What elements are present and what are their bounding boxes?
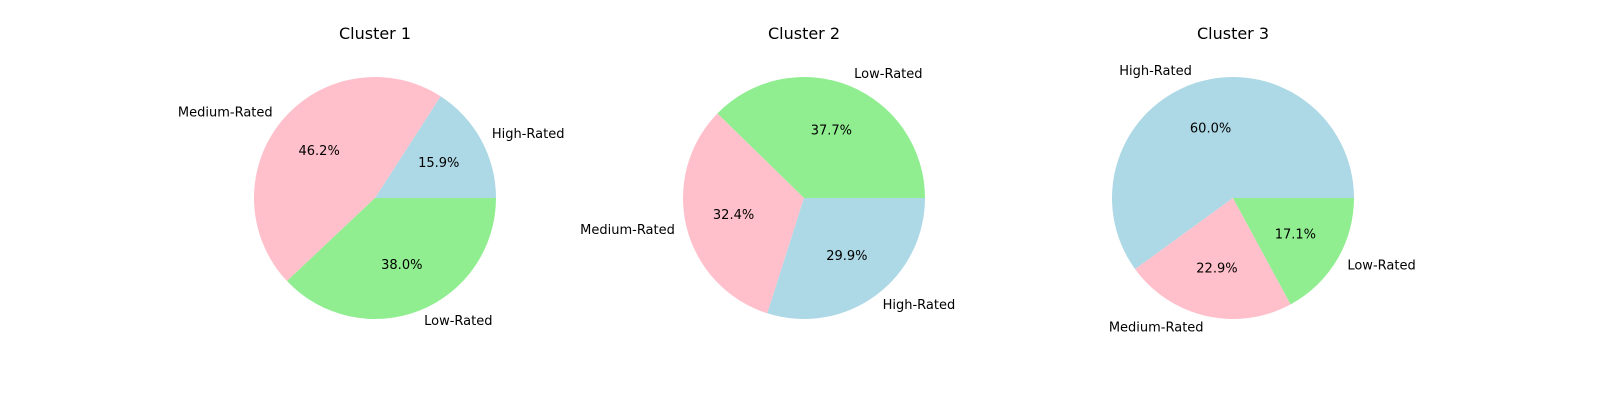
slice-category-label: Low-Rated <box>854 67 922 82</box>
slice-percent-label: 38.0% <box>381 258 422 273</box>
slice-category-label: Medium-Rated <box>1109 320 1204 335</box>
slice-category-label: High-Rated <box>883 298 956 313</box>
pie-slice-high-rated <box>1112 76 1354 270</box>
pie-slice-low-rated <box>1233 198 1354 305</box>
pie-slice-low-rated <box>717 76 925 198</box>
pie-slice-low-rated <box>286 198 496 320</box>
labels-group: 37.7% Low-Rated 32.4% Medium-Rated 29.9% High… <box>580 67 955 313</box>
labels-group: 60.0% High-Rated 22.9% Medium-Rated 17.1% Low… <box>1109 64 1416 335</box>
slice-category-label: High-Rated <box>1119 64 1192 79</box>
slice-percent-label: 29.9% <box>826 249 867 264</box>
slices-group <box>1112 76 1354 319</box>
slice-percent-label: 60.0% <box>1190 121 1231 136</box>
slice-percent-label: 17.1% <box>1275 228 1316 243</box>
slice-percent-label: 22.9% <box>1196 261 1237 276</box>
slice-percent-label: 46.2% <box>299 144 340 159</box>
pie-chart-cluster-3: Cluster 3 60.0% High-Rated 22.9% Medium-Rat… <box>1109 24 1416 335</box>
pie-slice-high-rated <box>767 198 925 320</box>
slice-percent-label: 32.4% <box>713 208 754 223</box>
pie-slice-high-rated <box>375 96 496 198</box>
pie-chart-cluster-2: Cluster 2 37.7% Low-Rated 32.4% Medium-Rate… <box>580 24 955 320</box>
slices-group <box>253 76 496 320</box>
chart-title: Cluster 1 <box>339 24 411 43</box>
pie-slice-medium-rated <box>1135 198 1291 319</box>
chart-title: Cluster 3 <box>1197 24 1269 43</box>
pie-slice-medium-rated <box>682 113 804 314</box>
slice-category-label: Medium-Rated <box>178 105 273 120</box>
slice-category-label: Low-Rated <box>1347 259 1415 274</box>
labels-group: 15.9% High-Rated 46.2% Medium-Rated 38.0% Low… <box>178 105 565 329</box>
slice-percent-label: 15.9% <box>418 156 459 171</box>
slice-percent-label: 37.7% <box>811 123 852 138</box>
slices-group <box>682 76 925 320</box>
slice-category-label: Low-Rated <box>424 314 492 329</box>
slice-category-label: High-Rated <box>492 127 565 142</box>
pie-slice-medium-rated <box>253 76 441 282</box>
slice-category-label: Medium-Rated <box>580 223 675 238</box>
pie-chart-cluster-1: Cluster 1 15.9% High-Rated 46.2% Medium-Rat… <box>178 24 565 329</box>
chart-title: Cluster 2 <box>768 24 840 43</box>
